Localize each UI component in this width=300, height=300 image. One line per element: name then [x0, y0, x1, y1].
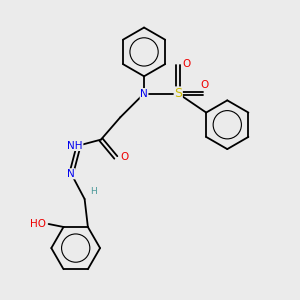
- Text: HO: HO: [30, 219, 46, 229]
- Text: O: O: [201, 80, 209, 90]
- Text: O: O: [182, 59, 191, 69]
- Text: N: N: [140, 88, 148, 98]
- Text: O: O: [120, 152, 128, 162]
- Text: S: S: [174, 87, 182, 100]
- Text: H: H: [90, 187, 97, 196]
- Text: NH: NH: [67, 140, 83, 151]
- Text: N: N: [68, 169, 75, 179]
